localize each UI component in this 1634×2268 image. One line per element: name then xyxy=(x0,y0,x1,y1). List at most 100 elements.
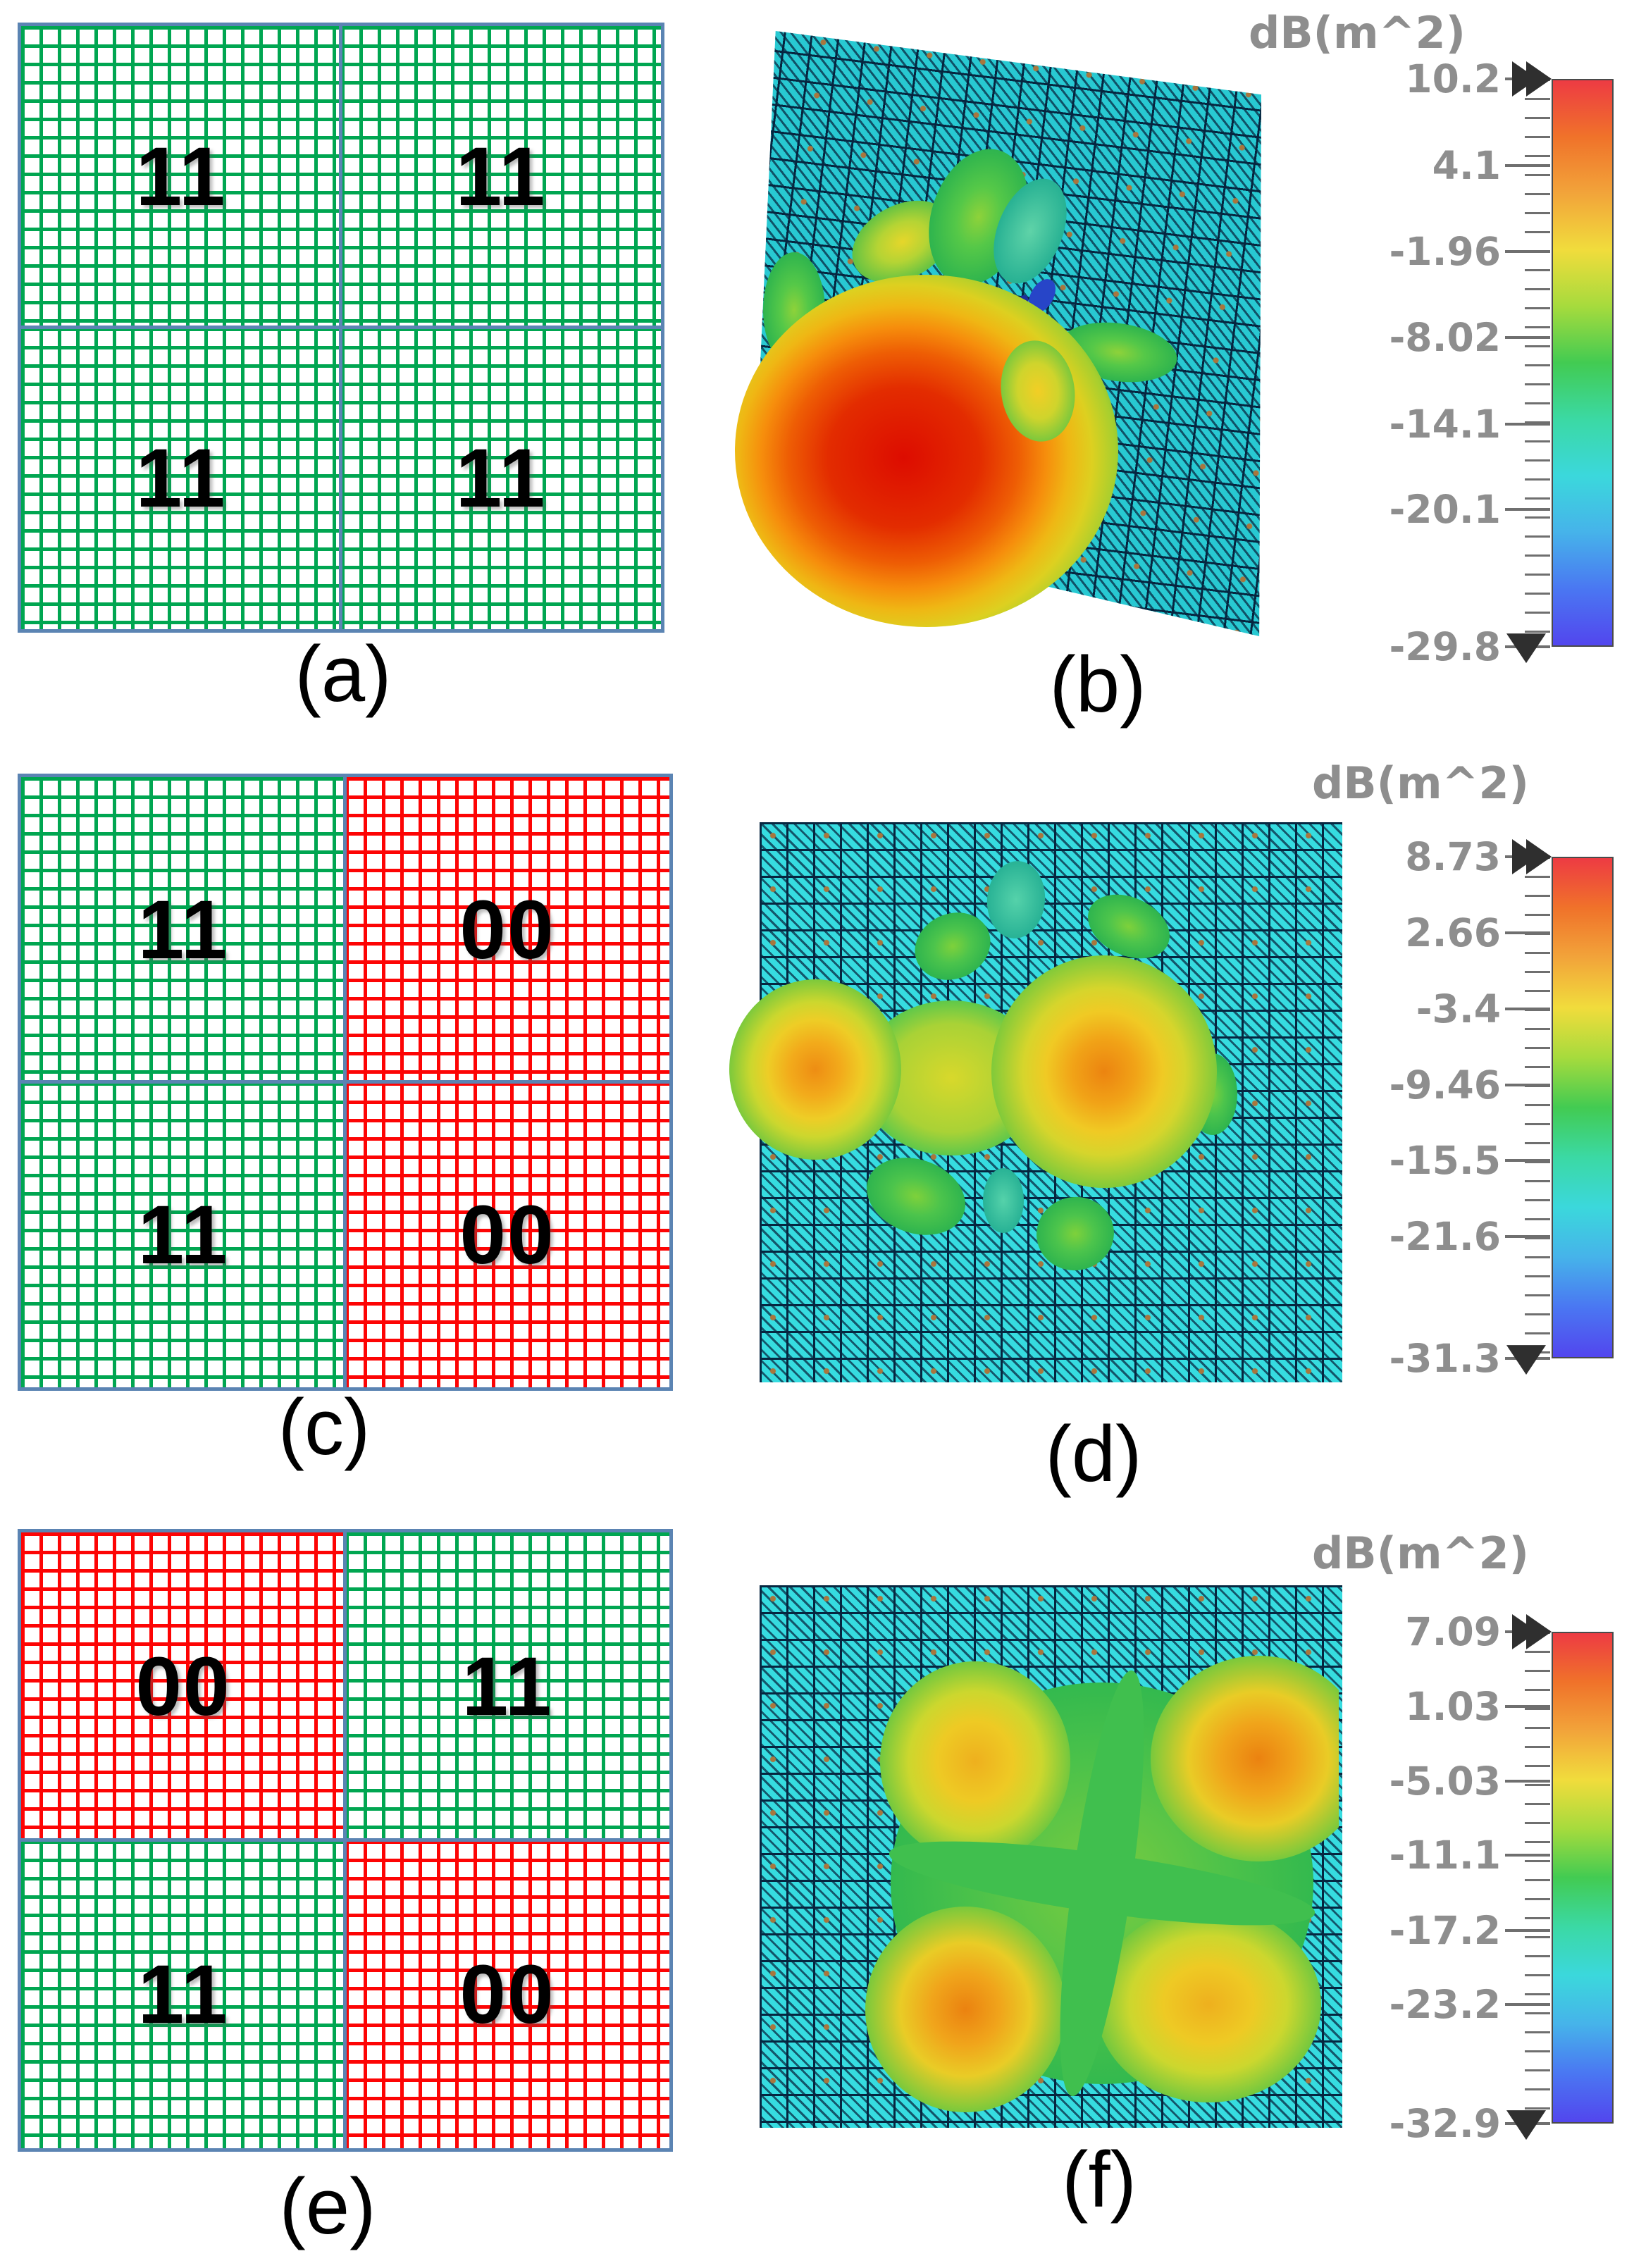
scale-min-marker-icon xyxy=(1506,2110,1546,2140)
colorbar-major-tick xyxy=(1505,1235,1550,1239)
quadrant-divider-vertical xyxy=(343,777,347,1387)
colorbar-d: 8.73 2.66 -3.4 -9.46 -15.5 -21.6 -31.3 xyxy=(1381,834,1614,1381)
coding-pattern-panel-e: 00 11 11 00 xyxy=(18,1529,673,2152)
colorbar-tick-label: -32.9 xyxy=(1389,2101,1501,2146)
colorbar-tick-label: -11.1 xyxy=(1389,1833,1501,1878)
colorbar-gradient xyxy=(1552,1632,1614,2124)
coding-state-label: 11 xyxy=(137,1947,229,2041)
colorbar-units-b: dB(m^2) xyxy=(1248,7,1466,58)
panel-caption-f: (f) xyxy=(1062,2136,1137,2224)
quadrant-bottom-left: 11 xyxy=(21,1840,345,2148)
coding-state-label: 11 xyxy=(455,432,547,525)
colorbar-major-ticks xyxy=(1505,1630,1550,2125)
colorbar-labels: 10.2 4.1 -1.96 -8.02 -14.1 -20.1 -29.8 xyxy=(1381,56,1501,669)
coding-state-label: 11 xyxy=(462,1640,553,1733)
colorbar-major-tick xyxy=(1505,2002,1550,2006)
colorbar-minor-ticks xyxy=(1525,79,1550,647)
colorbar-major-tick xyxy=(1505,163,1550,167)
colorbar-labels: 8.73 2.66 -3.4 -9.46 -15.5 -21.6 -31.3 xyxy=(1381,834,1501,1381)
colorbar-major-ticks xyxy=(1505,78,1550,648)
scale-min-marker-icon xyxy=(1506,633,1546,664)
colorbar-tick-label: -21.6 xyxy=(1389,1214,1501,1260)
coding-state-label: 11 xyxy=(455,130,547,223)
colorbar-tick-label: -14.1 xyxy=(1389,401,1501,447)
colorbar-minor-ticks xyxy=(1525,857,1550,1358)
quadrant-top-right: 00 xyxy=(345,777,669,1082)
scale-max-marker-icon xyxy=(1512,1614,1552,1649)
colorbar-tick-label: -8.02 xyxy=(1389,315,1501,361)
colorbar-major-tick xyxy=(1505,1779,1550,1783)
colorbar-labels: 7.09 1.03 -5.03 -11.1 -17.2 -23.2 -32.9 xyxy=(1381,1609,1501,2146)
coding-state-label: 00 xyxy=(459,1947,555,2041)
colorbar-tick-label: 1.03 xyxy=(1405,1683,1501,1729)
panel-caption-d: (d) xyxy=(1045,1410,1142,1498)
colorbar-major-tick xyxy=(1505,1928,1550,1932)
colorbar-major-tick xyxy=(1505,1704,1550,1708)
colorbar-tick-label: 8.73 xyxy=(1405,834,1501,879)
coding-state-label: 11 xyxy=(137,883,229,977)
radiation-pattern-b xyxy=(735,149,1177,627)
panel-caption-e: (e) xyxy=(279,2162,376,2250)
colorbar-major-tick xyxy=(1505,1007,1550,1010)
coding-state-label: 00 xyxy=(459,883,555,977)
colorbar-b: 10.2 4.1 -1.96 -8.02 -14.1 -20.1 -29.8 xyxy=(1381,56,1614,669)
colorbar-tick-label: 4.1 xyxy=(1432,142,1501,188)
quadrant-top-left: 11 xyxy=(21,26,341,328)
colorbar-units-f: dB(m^2) xyxy=(1311,1528,1529,1579)
colorbar-major-tick xyxy=(1505,507,1550,511)
quadrant-bottom-right: 00 xyxy=(345,1082,669,1387)
coding-state-label: 00 xyxy=(459,1188,555,1282)
colorbar-gradient xyxy=(1552,79,1614,647)
colorbar-tick-label: -23.2 xyxy=(1389,1981,1501,2027)
colorbar-major-tick xyxy=(1505,1083,1550,1086)
colorbar-tick-label: 2.66 xyxy=(1405,910,1501,955)
coding-state-label: 11 xyxy=(137,1188,229,1282)
quadrant-bottom-left: 11 xyxy=(21,1082,345,1387)
scale-max-marker-icon xyxy=(1512,839,1552,874)
colorbar-tick-label: -3.4 xyxy=(1416,986,1501,1031)
coding-state-label: 11 xyxy=(135,432,227,525)
colorbar-tick-label: -5.03 xyxy=(1389,1758,1501,1804)
colorbar-major-ticks xyxy=(1505,855,1550,1360)
colorbar-major-tick xyxy=(1505,1854,1550,1857)
radiation-pattern-f xyxy=(865,1656,1339,2112)
scale-min-marker-icon xyxy=(1506,1345,1546,1375)
colorbar-minor-ticks xyxy=(1525,1632,1550,2124)
quadrant-bottom-right: 00 xyxy=(345,1840,669,2148)
coding-state-label: 11 xyxy=(135,130,227,223)
colorbar-tick-label: 10.2 xyxy=(1405,56,1501,101)
colorbar-tick-label: 7.09 xyxy=(1405,1609,1501,1654)
scale-max-marker-icon xyxy=(1512,61,1552,97)
quadrant-top-right: 11 xyxy=(345,1532,669,1840)
colorbar-major-tick xyxy=(1505,931,1550,934)
coding-state-label: 00 xyxy=(135,1640,231,1733)
colorbar-tick-label: -20.1 xyxy=(1389,486,1501,532)
colorbar-units-d: dB(m^2) xyxy=(1311,757,1529,809)
quadrant-top-right: 11 xyxy=(341,26,661,328)
quadrant-divider-vertical xyxy=(339,26,342,629)
colorbar-tick-label: -1.96 xyxy=(1389,229,1501,275)
colorbar-major-tick xyxy=(1505,422,1550,426)
quadrant-top-left: 11 xyxy=(21,777,345,1082)
colorbar-tick-label: -31.3 xyxy=(1389,1336,1501,1381)
colorbar-major-tick xyxy=(1505,250,1550,254)
colorbar-tick-label: -15.5 xyxy=(1389,1137,1501,1183)
panel-caption-a: (a) xyxy=(295,630,392,718)
quadrant-divider-vertical xyxy=(343,1532,347,2148)
quadrant-bottom-right: 11 xyxy=(341,328,661,629)
radiation-pattern-d xyxy=(729,861,1237,1271)
colorbar-f: 7.09 1.03 -5.03 -11.1 -17.2 -23.2 -32.9 xyxy=(1381,1609,1614,2146)
coding-pattern-panel-a: 11 11 11 11 xyxy=(18,23,664,633)
colorbar-tick-label: -29.8 xyxy=(1389,624,1501,669)
coding-pattern-panel-c: 11 00 11 00 xyxy=(18,774,673,1391)
colorbar-tick-label: -9.46 xyxy=(1389,1062,1501,1108)
colorbar-major-tick xyxy=(1505,336,1550,340)
panel-caption-c: (c) xyxy=(278,1383,371,1471)
colorbar-major-tick xyxy=(1505,1158,1550,1162)
colorbar-tick-label: -17.2 xyxy=(1389,1907,1501,1953)
quadrant-bottom-left: 11 xyxy=(21,328,341,629)
quadrant-top-left: 00 xyxy=(21,1532,345,1840)
panel-caption-b: (b) xyxy=(1049,640,1146,729)
colorbar-gradient xyxy=(1552,857,1614,1358)
